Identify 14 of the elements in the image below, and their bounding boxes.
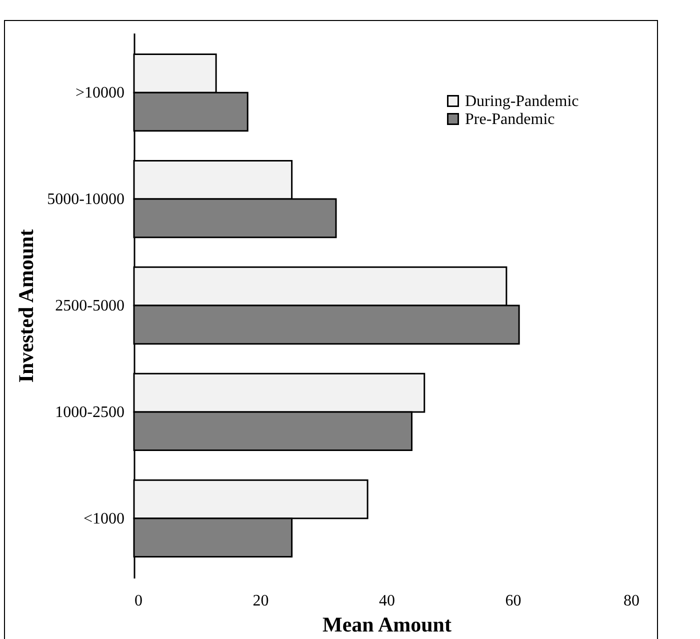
legend-label: Pre-Pandemic <box>465 111 555 128</box>
x-axis-title: Mean Amount <box>322 612 452 636</box>
x-tick-label: 20 <box>252 592 269 610</box>
x-tick-label: 60 <box>505 592 522 610</box>
x-tick-label: 0 <box>134 592 142 610</box>
y-tick-label: 2500-5000 <box>55 298 124 314</box>
x-tick-label: 40 <box>379 592 395 610</box>
y-axis-title: Invested Amount <box>14 229 38 383</box>
y-tick-label: 5000-10000 <box>47 191 124 208</box>
x-tick-label: 80 <box>624 592 640 610</box>
legend-label: During-Pandemic <box>465 93 579 110</box>
y-tick-label: <1000 <box>83 510 124 528</box>
y-tick-label: >10000 <box>75 84 124 102</box>
y-tick-label: 1000-2500 <box>55 404 124 421</box>
